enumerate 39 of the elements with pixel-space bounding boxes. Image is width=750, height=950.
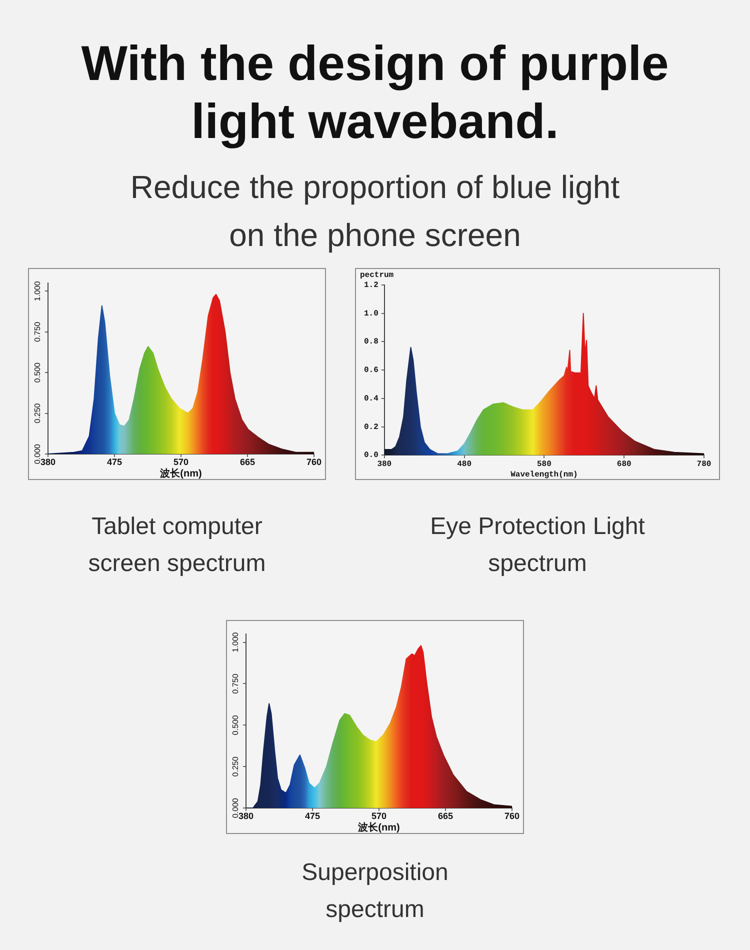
- text: With the design of purple light waveband.: [80, 36, 670, 151]
- y-tick-label: 0.500: [33, 362, 42, 383]
- x-tick-label: 680: [616, 460, 632, 470]
- y-tick-label: 0.500: [231, 714, 240, 736]
- x-tick-label: 570: [173, 456, 189, 467]
- y-tick-label: 1.0: [364, 309, 379, 318]
- x-tick-label: 665: [438, 810, 454, 821]
- text: Reduce the proportion of blue light on the phone screen: [129, 168, 621, 255]
- y-tick-label: 0.750: [231, 673, 240, 694]
- y-tick-label: 0.4: [364, 394, 379, 404]
- x-tick-label: 475: [304, 810, 320, 821]
- x-tick-label: 780: [696, 460, 712, 470]
- x-tick-label: 580: [537, 460, 552, 470]
- x-tick-label: 380: [238, 810, 254, 821]
- y-tick-label: 0.6: [364, 366, 379, 376]
- y-tick-label: 1.2: [364, 281, 379, 290]
- y-axis-title: pectrum: [360, 271, 394, 280]
- x-tick-label: 475: [106, 456, 122, 467]
- y-tick-label: 1.000: [231, 632, 240, 652]
- y-tick-label: 0.0: [364, 451, 379, 460]
- x-axis-title: Wavelength(nm): [510, 470, 578, 480]
- x-tick-label: 570: [371, 810, 387, 821]
- x-tick-label: 665: [240, 456, 256, 467]
- text: Eye Protection Light spectrum: [429, 512, 646, 579]
- y-tick-label: 0.250: [231, 756, 240, 777]
- x-tick-label: 380: [377, 460, 392, 470]
- y-tick-label: 1.000: [33, 280, 42, 302]
- x-axis-title: 波长(nm): [357, 821, 400, 834]
- x-tick-label: 760: [504, 810, 520, 821]
- x-tick-label: 480: [457, 460, 472, 470]
- x-tick-label: 760: [306, 456, 322, 467]
- x-tick-label: 380: [40, 456, 56, 467]
- y-tick-label: 0.250: [33, 402, 42, 424]
- x-axis-title: 波长(nm): [159, 467, 202, 480]
- y-tick-label: 0.2: [364, 422, 379, 432]
- y-tick-label: 0.8: [364, 338, 379, 347]
- text: Superposition spectrum: [300, 858, 450, 925]
- y-tick-label: 0.750: [33, 321, 42, 342]
- text: Tablet computer screen spectrum: [87, 512, 267, 579]
